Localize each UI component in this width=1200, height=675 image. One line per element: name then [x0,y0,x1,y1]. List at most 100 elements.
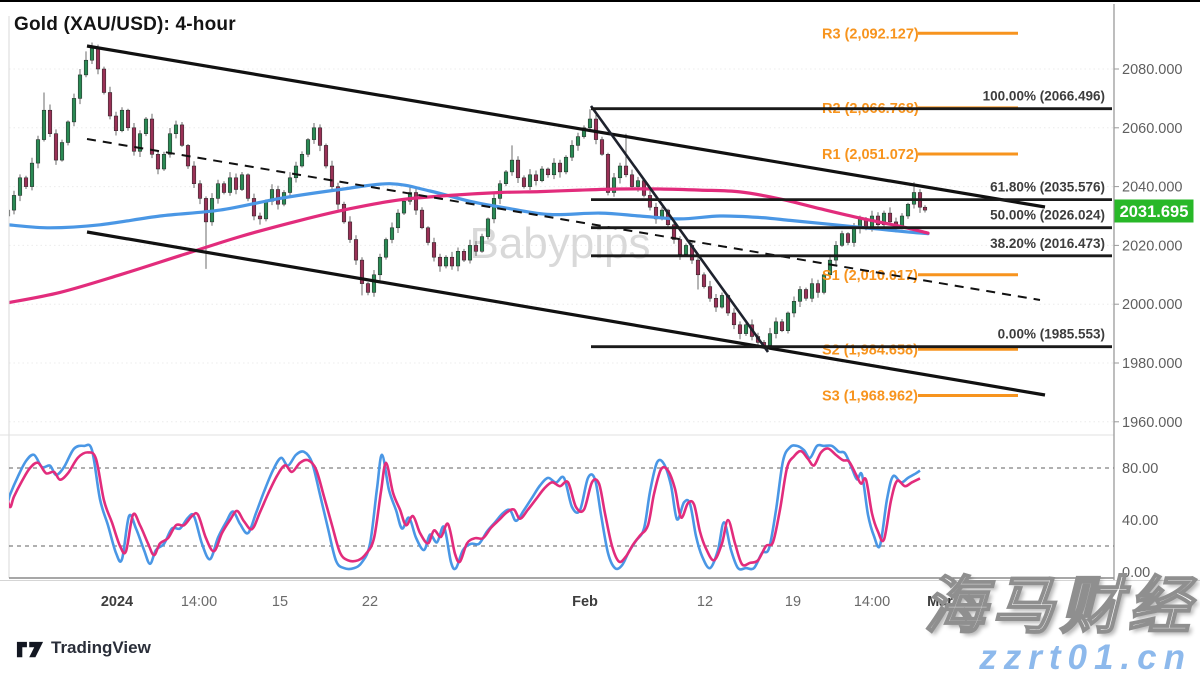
ma-fast-line [9,182,930,236]
candle [389,227,395,240]
candle [887,212,893,223]
candle [851,227,857,243]
candle [647,195,653,208]
candle [149,118,155,155]
pivot-label: S2 (1,984.658) [822,342,918,358]
pivot-label: S1 (2,010.017) [822,268,918,284]
candle [905,203,911,217]
candle [119,109,125,131]
candle [922,206,928,211]
time-axis-label: 19 [785,594,801,610]
candle [155,154,161,170]
candle [293,165,299,179]
time-axis-label: 15 [272,594,288,610]
candle [785,312,791,331]
price-axis-label: 2060.000 [1122,121,1182,137]
candle [701,274,707,287]
price-axis[interactable]: 2080.000 2060.000 2040.000 2020.000 2000.000… [1114,62,1182,581]
candle [515,159,521,179]
candle [695,259,701,276]
candle [233,177,239,190]
candle [599,139,605,155]
candle [521,177,527,187]
candle [767,333,773,346]
candle [59,142,65,161]
candle [611,177,617,193]
candle [713,298,719,308]
stoch-axis-label: 80.00 [1122,461,1158,477]
candle [29,162,35,187]
candle [707,286,713,299]
candle [161,154,167,170]
candle [809,283,815,299]
time-axis-label: 2024 [101,594,133,610]
candle [563,156,569,173]
candle [329,165,335,187]
candle [353,239,359,261]
price-axis-label: 1960.000 [1122,415,1182,431]
candle [737,324,743,334]
candle [623,165,629,176]
time-axis-label: Feb [572,594,598,610]
candle [263,201,269,220]
time-axis[interactable]: 2024 14:00 15 22 Feb 12 19 14:00 Mar [101,594,953,610]
time-axis-label: 12 [697,594,713,610]
candle [671,224,677,240]
candle [413,192,419,211]
candle [491,198,497,220]
candle [821,274,827,293]
candle [881,212,887,226]
candle [527,174,533,187]
candle [797,289,803,302]
candle [503,171,509,184]
candle [95,48,101,70]
candle [341,203,347,223]
candle [227,177,233,193]
candle [473,245,479,252]
candle [311,127,317,140]
pivot-label: R1 (2,051.072) [822,147,919,163]
candle [287,177,293,193]
candle [773,321,779,334]
candle [101,68,107,93]
candle [419,209,425,229]
candle [485,218,491,237]
candles [9,42,928,349]
stochastic-pane [9,443,1114,571]
candle [815,283,821,293]
price-axis-label: 1980.000 [1122,356,1182,372]
stoch-d-line [9,447,921,567]
candle [107,92,113,117]
candle [47,109,53,134]
candle [239,174,245,190]
candle [371,274,377,293]
candle [455,251,461,267]
candle [539,168,545,181]
candle [245,174,251,199]
candle [617,165,623,179]
pivot-label: S3 (1,968.962) [822,389,918,405]
fib-label: 61.80% (2035.576) [990,180,1105,195]
candle [83,59,89,76]
time-axis-label: Mar [927,594,953,610]
tradingview-logo[interactable]: TradingView [16,638,151,658]
time-axis-label: 14:00 [854,594,890,610]
candle [743,324,749,334]
candle [197,183,203,199]
fib-levels: 100.00% (2066.496) 61.80% (2035.576) 50.00… [591,89,1112,349]
candle [791,301,797,314]
candle [467,245,473,261]
time-axis-label: 14:00 [181,594,217,610]
candle [23,177,29,187]
fib-label: 38.20% (2016.473) [990,236,1105,251]
candle [173,124,179,134]
candle [323,145,329,167]
candle [113,115,119,131]
candle [635,180,641,187]
price-axis-label: 2020.000 [1122,238,1182,254]
candle [335,186,341,205]
candle [215,183,221,199]
candle [779,321,785,331]
candle [731,312,737,326]
